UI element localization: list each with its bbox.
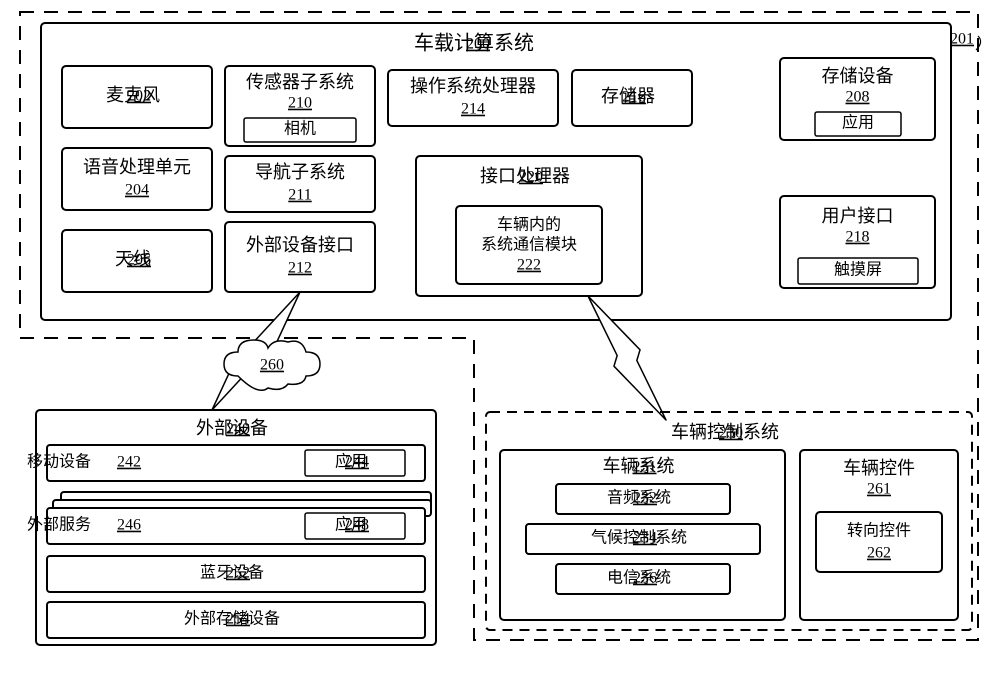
ext-extsto-num: 254 xyxy=(226,611,250,628)
nav-box-label: 导航子系统 xyxy=(255,162,345,182)
veh-climate-num: 234 xyxy=(633,530,657,547)
ext-service-num: 246 xyxy=(117,517,141,534)
ext-bt-num: 252 xyxy=(226,565,250,582)
nav-box-num: 211 xyxy=(288,187,311,204)
voice-box-label: 语音处理单元 xyxy=(83,157,191,177)
veh-steer-num: 262 xyxy=(867,545,891,562)
ext-service-label: 外部服务 xyxy=(27,516,91,534)
mem-box-num: 216 xyxy=(622,89,646,106)
userif-label: 用户接口 xyxy=(822,206,894,226)
veh-ctrl-label: 车辆控件 xyxy=(843,458,915,478)
storage-inner-label: 应用 xyxy=(842,113,874,132)
extif-box xyxy=(225,222,375,292)
ext-service-app-num: 248 xyxy=(345,517,369,534)
ext-mobile-num: 242 xyxy=(117,454,141,471)
top-title-num: 200 xyxy=(466,36,490,53)
mic-box-num: 202 xyxy=(127,88,151,105)
veh-sys-num: 231 xyxy=(633,459,657,476)
ext-mobile-app-num: 244 xyxy=(345,454,369,471)
veh-title-num: 230 xyxy=(719,425,743,442)
ext-title-num: 240 xyxy=(226,421,250,438)
veh-telecom-num: 236 xyxy=(633,570,657,587)
ifproc-num: 220 xyxy=(519,169,543,186)
veh-audio-num: 232 xyxy=(633,490,657,507)
osproc-box-num: 214 xyxy=(461,101,485,118)
userif-num: 218 xyxy=(846,229,870,246)
storage-label: 存储设备 xyxy=(822,66,894,86)
userif-inner-label: 触摸屏 xyxy=(834,261,882,279)
extif-box-label: 外部设备接口 xyxy=(246,235,354,255)
ext-mobile-label: 移动设备 xyxy=(27,453,91,471)
antenna-box-num: 206 xyxy=(127,252,151,269)
sensor-num: 210 xyxy=(288,95,312,112)
extif-box-num: 212 xyxy=(288,260,312,277)
ifproc-inner-num: 222 xyxy=(517,257,541,274)
cloud-num: 260 xyxy=(260,357,284,374)
veh-steer-label: 转向控件 xyxy=(847,522,911,540)
ifproc-inner-l1: 车辆内的 xyxy=(497,216,561,234)
sensor-inner-label: 相机 xyxy=(284,120,316,138)
veh-ctrl-num: 261 xyxy=(867,481,891,498)
ifproc-inner-l2: 系统通信模块 xyxy=(481,236,577,254)
storage-num: 208 xyxy=(846,89,870,106)
outer-ref-num: 201 xyxy=(950,31,974,48)
sensor-label: 传感器子系统 xyxy=(246,72,354,92)
veh-steer xyxy=(816,512,942,572)
osproc-box-label: 操作系统处理器 xyxy=(410,76,536,96)
voice-box-num: 204 xyxy=(125,182,149,199)
